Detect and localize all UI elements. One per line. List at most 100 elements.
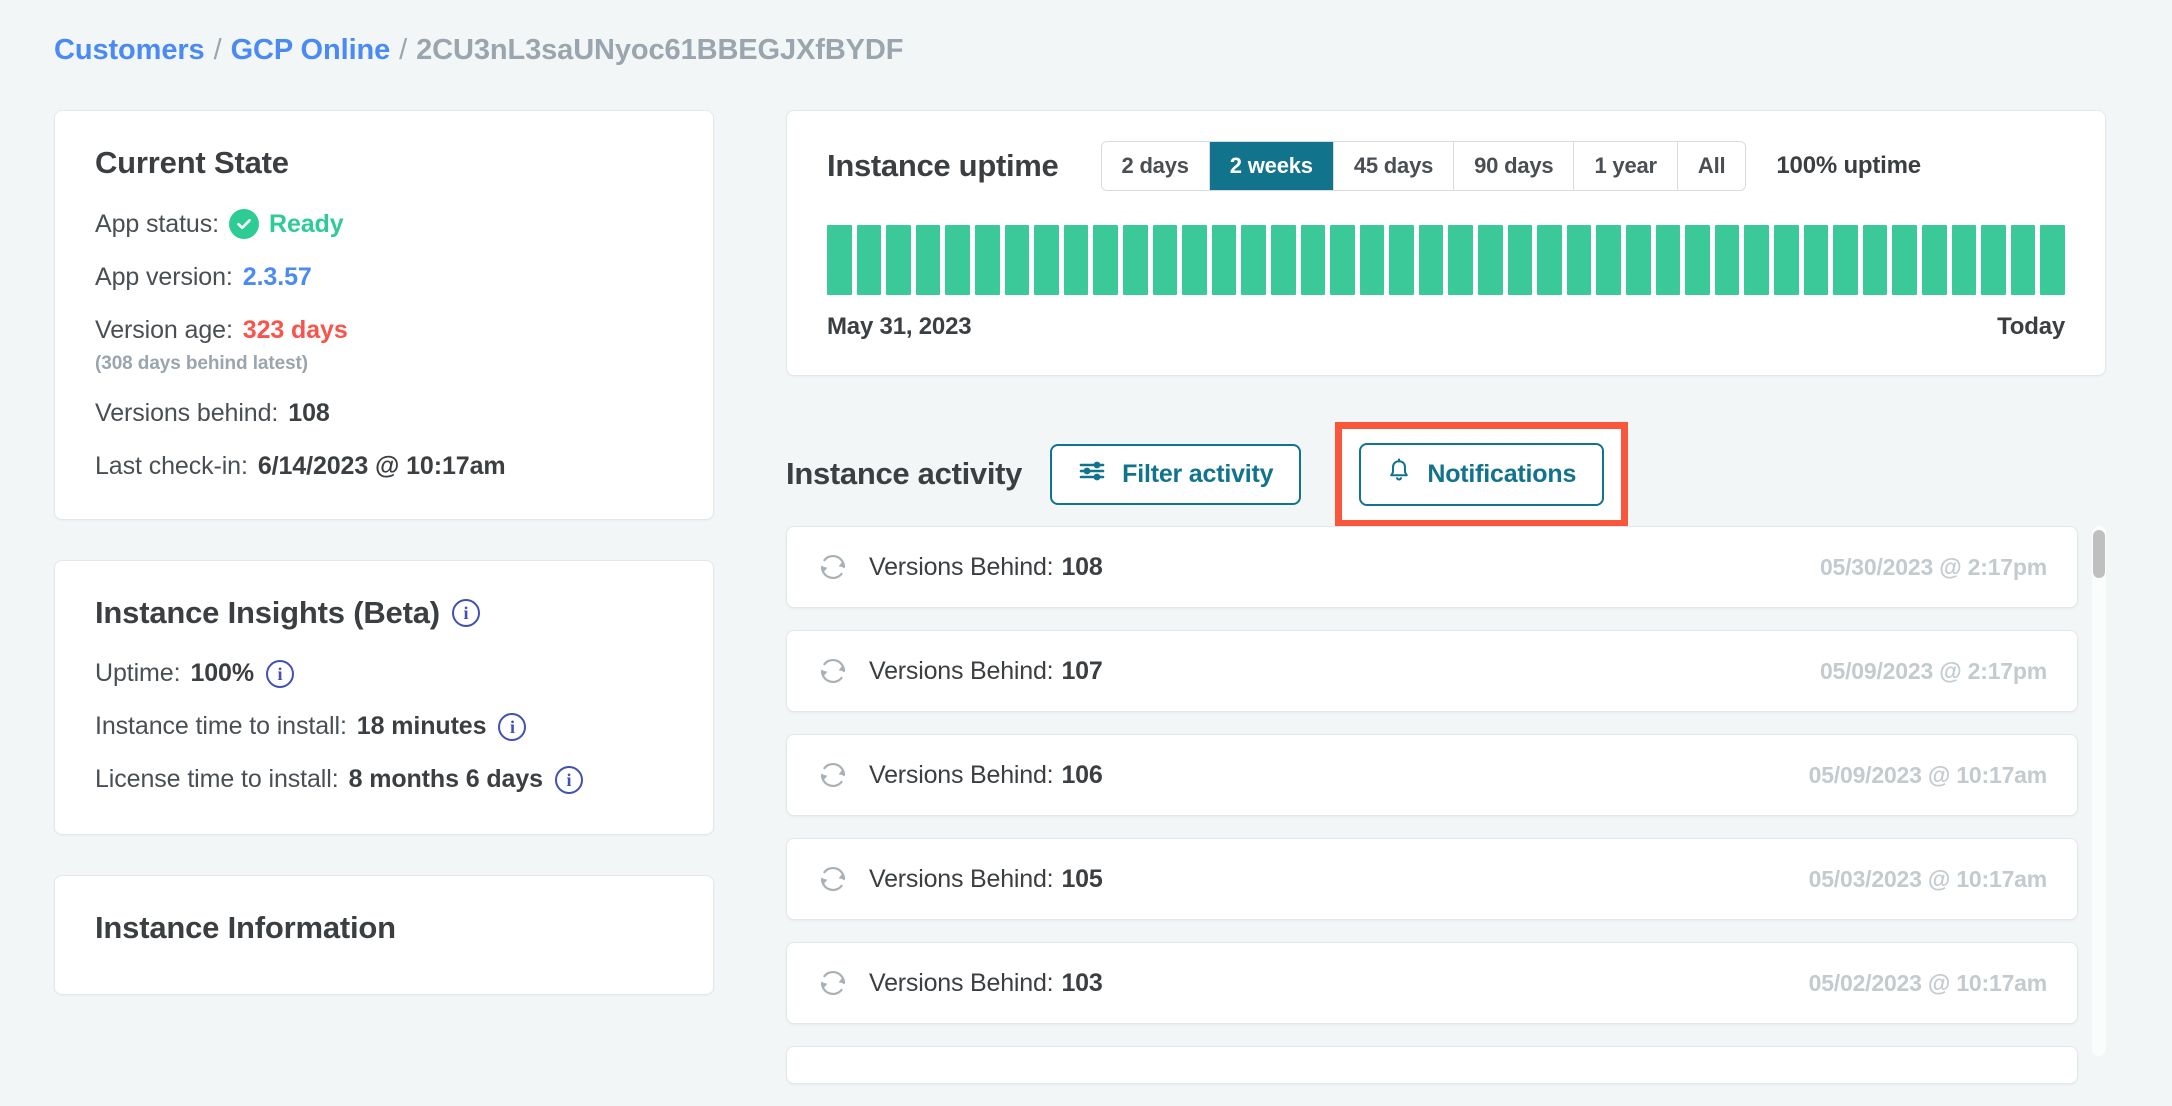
filter-activity-button[interactable]: Filter activity [1050, 443, 1302, 505]
uptime-bar[interactable] [1004, 225, 1030, 295]
last-checkin-row: Last check-in: 6/14/2023 @ 10:17am [95, 452, 673, 481]
app-version-row: App version: 2.3.57 [95, 263, 673, 292]
uptime-bar[interactable] [1182, 225, 1207, 295]
info-icon-license-time-to-install[interactable]: i [554, 765, 583, 794]
range-button-2-weeks[interactable]: 2 weeks [1209, 142, 1334, 190]
activity-list-scrollbar-thumb[interactable] [2093, 530, 2105, 578]
activity-list-scrollbar[interactable] [2092, 526, 2106, 1056]
uptime-bar[interactable] [1418, 225, 1444, 295]
range-button-1-year[interactable]: 1 year [1574, 142, 1678, 190]
uptime-bar[interactable] [1034, 225, 1059, 295]
uptime-bar[interactable] [1152, 225, 1178, 295]
uptime-bar[interactable] [945, 225, 970, 295]
info-icon-instance-insights[interactable]: i [451, 599, 480, 627]
app-version-value[interactable]: 2.3.57 [242, 263, 312, 291]
activity-row-label: Versions Behind: 105 [869, 865, 1103, 894]
uptime-bar[interactable] [1300, 225, 1326, 295]
activity-row[interactable]: Versions Behind: 106 05/09/2023 @ 10:17am [786, 734, 2078, 816]
uptime-axis-labels: May 31, 2023 Today [827, 313, 2065, 341]
uptime-bar[interactable] [915, 225, 941, 295]
uptime-bar[interactable] [1892, 225, 1917, 295]
uptime-bar[interactable] [1211, 225, 1237, 295]
uptime-bar[interactable] [1122, 225, 1148, 295]
uptime-bar[interactable] [1685, 225, 1710, 295]
uptime-bar[interactable] [1359, 225, 1385, 295]
info-icon-uptime[interactable]: i [265, 659, 294, 688]
activity-row-label-text: Versions Behind: [869, 552, 1054, 581]
range-button-45-days[interactable]: 45 days [1333, 142, 1455, 190]
info-icon-instance-time-to-install[interactable]: i [498, 712, 527, 741]
activity-row-timestamp: 05/09/2023 @ 10:17am [1808, 761, 2048, 788]
uptime-bar[interactable] [1596, 225, 1622, 295]
uptime-bar[interactable] [1774, 225, 1799, 295]
uptime-bar[interactable] [1655, 225, 1681, 295]
activity-row-label: Versions Behind: 106 [869, 761, 1103, 790]
sync-icon [815, 757, 851, 793]
activity-row-partial[interactable] [786, 1046, 2078, 1084]
uptime-bar[interactable] [827, 225, 852, 295]
uptime-bar-chart [827, 225, 2065, 295]
uptime-bar[interactable] [1803, 225, 1829, 295]
uptime-range-selector: 2 days 2 weeks 45 days 90 days 1 year Al… [1100, 141, 1747, 191]
uptime-bar[interactable] [1330, 225, 1355, 295]
uptime-bar[interactable] [1270, 225, 1296, 295]
uptime-bar[interactable] [1537, 225, 1562, 295]
insights-uptime-value: 100% [190, 659, 254, 687]
range-button-2-days[interactable]: 2 days [1101, 142, 1210, 190]
uptime-bar[interactable] [1714, 225, 1740, 295]
uptime-bar[interactable] [1951, 225, 1977, 295]
breadcrumb-gcp-online-link[interactable]: GCP Online [230, 34, 391, 66]
right-column: Instance uptime 2 days 2 weeks 45 days 9… [786, 110, 2106, 1084]
uptime-bar[interactable] [1507, 225, 1533, 295]
uptime-bar[interactable] [974, 225, 1000, 295]
insights-instance-tti-row: Instance time to install: 18 minutes i [95, 712, 673, 741]
sync-icon [815, 653, 851, 689]
last-checkin-label: Last check-in: [95, 452, 248, 480]
activity-row-value: 103 [1061, 968, 1103, 997]
activity-row[interactable]: Versions Behind: 107 05/09/2023 @ 2:17pm [786, 630, 2078, 712]
uptime-bar[interactable] [2040, 225, 2065, 295]
uptime-bar[interactable] [1981, 225, 2006, 295]
uptime-bar[interactable] [1389, 225, 1414, 295]
breadcrumb: Customers / GCP Online / 2CU3nL3saUNyoc6… [54, 34, 903, 67]
breadcrumb-customers-link[interactable]: Customers [54, 34, 205, 66]
uptime-percent-label: 100% uptime [1776, 152, 1921, 179]
notifications-button[interactable]: Notifications [1359, 442, 1605, 506]
notifications-highlight-box: Notifications [1335, 421, 1629, 527]
uptime-bar[interactable] [1566, 225, 1592, 295]
app-status-value: Ready [268, 209, 344, 238]
uptime-bar[interactable] [1862, 225, 1888, 295]
last-checkin-value: 6/14/2023 @ 10:17am [257, 452, 506, 480]
activity-row-value: 107 [1061, 656, 1103, 685]
uptime-bar[interactable] [1921, 225, 1947, 295]
instance-activity-header: Instance activity Filter activity [786, 421, 2106, 527]
range-button-90-days[interactable]: 90 days [1454, 142, 1575, 190]
activity-row-label: Versions Behind: 108 [869, 553, 1103, 582]
uptime-bar[interactable] [1093, 225, 1118, 295]
uptime-bar[interactable] [2010, 225, 2036, 295]
uptime-bar[interactable] [886, 225, 911, 295]
check-circle-icon [228, 209, 259, 239]
activity-row[interactable]: Versions Behind: 105 05/03/2023 @ 10:17am [786, 838, 2078, 920]
instance-information-title: Instance Information [95, 910, 396, 945]
uptime-bar[interactable] [1626, 225, 1651, 295]
uptime-bar[interactable] [1241, 225, 1266, 295]
uptime-bar[interactable] [1448, 225, 1474, 295]
instance-activity-list: Versions Behind: 108 05/30/2023 @ 2:17pm … [786, 526, 2106, 1084]
versions-behind-row: Versions behind: 108 [95, 399, 673, 428]
uptime-bar[interactable] [1744, 225, 1769, 295]
range-button-all[interactable]: All [1677, 142, 1746, 190]
uptime-bar[interactable] [1478, 225, 1503, 295]
version-age-row: Version age: 323 days [95, 316, 673, 345]
uptime-axis-end-label: Today [1997, 313, 2065, 340]
activity-row[interactable]: Versions Behind: 108 05/30/2023 @ 2:17pm [786, 526, 2078, 608]
uptime-bar[interactable] [1833, 225, 1858, 295]
uptime-bar[interactable] [856, 225, 882, 295]
uptime-bar[interactable] [1063, 225, 1089, 295]
activity-row[interactable]: Versions Behind: 103 05/02/2023 @ 10:17am [786, 942, 2078, 1024]
sliders-icon [1078, 459, 1106, 490]
breadcrumb-separator-1: / [213, 34, 222, 66]
sync-icon [815, 549, 851, 585]
version-age-value: 323 days [242, 316, 348, 344]
